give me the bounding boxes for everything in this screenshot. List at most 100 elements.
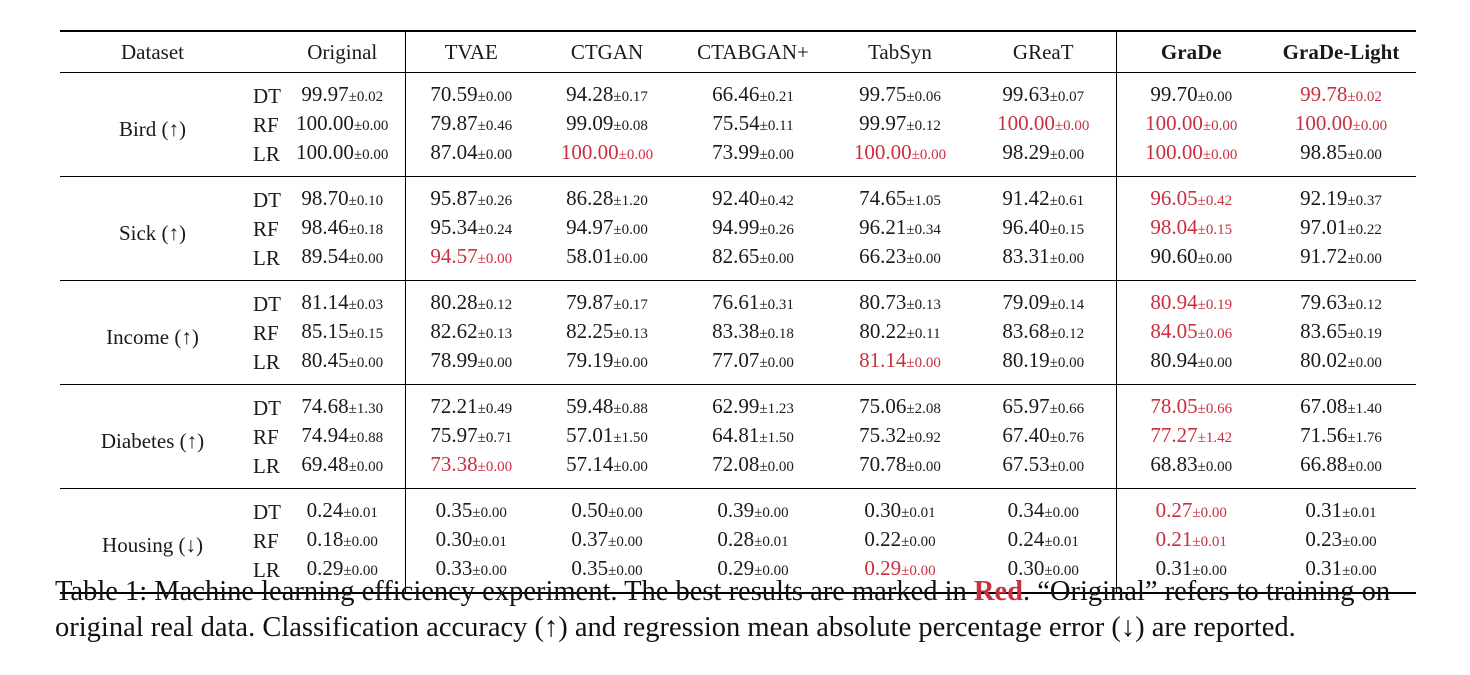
std-value: ±0.37 <box>1347 193 1382 209</box>
value-cell: 72.08±0.00 <box>677 451 829 489</box>
std-value: ±0.18 <box>348 222 384 238</box>
std-value: ±0.00 <box>1044 505 1079 521</box>
std-value: ±0.42 <box>1197 193 1233 209</box>
value-cell: 66.88±0.00 <box>1266 451 1416 489</box>
std-value: ±0.92 <box>906 430 941 446</box>
mean-value: 77.27 <box>1150 423 1198 447</box>
mean-value: 97.01 <box>1300 215 1348 239</box>
value-cell: 78.99±0.00 <box>404 347 537 385</box>
dataset-group: Housing (↓) DT 0.24±0.01 0.35±0.00 0.50±0.00… <box>60 488 1416 593</box>
method-label: DT <box>253 83 281 108</box>
value-cell: 0.50±0.00 <box>537 489 677 527</box>
mean-value: 80.94 <box>1150 290 1198 314</box>
mean-value: 76.61 <box>712 290 760 314</box>
value-cell: 82.62±0.13 <box>404 318 537 347</box>
mean-value: 95.34 <box>430 215 478 239</box>
std-value: ±0.00 <box>759 251 794 267</box>
mean-value: 74.68 <box>301 394 349 418</box>
value-cell: 100.00±0.00 <box>280 139 405 177</box>
std-value: ±0.22 <box>1347 222 1382 238</box>
mean-value: 100.00 <box>296 111 354 135</box>
method-label: DT <box>253 187 281 212</box>
mean-value: 91.72 <box>1300 244 1348 268</box>
std-value: ±0.00 <box>1197 355 1233 371</box>
std-value: ±0.49 <box>477 401 513 417</box>
value-cell: 0.35±0.00 <box>537 555 677 593</box>
std-value: ±0.07 <box>1049 89 1085 105</box>
mean-value: 0.21 <box>1155 527 1193 551</box>
value-cell: 74.94±0.88 <box>280 422 405 451</box>
std-value: ±0.00 <box>608 563 643 579</box>
mean-value: 0.35 <box>435 498 473 522</box>
value-cell: 59.48±0.88 <box>537 385 677 423</box>
value-cell: 99.75±0.06 <box>829 73 971 111</box>
value-cell: 0.30±0.00 <box>971 555 1116 593</box>
value-cell: 95.34±0.24 <box>404 214 537 243</box>
std-value: ±0.00 <box>343 563 378 579</box>
mean-value: 99.75 <box>859 82 907 106</box>
mean-value: 99.97 <box>859 111 907 135</box>
value-cell: 0.37±0.00 <box>537 526 677 555</box>
column-header-grade: GraDe <box>1115 31 1266 73</box>
table-row: RF 0.18±0.00 0.30±0.01 0.37±0.00 0.28±0.01 0.… <box>60 526 1416 555</box>
mean-value: 59.48 <box>566 394 614 418</box>
std-value: ±0.00 <box>1054 118 1090 134</box>
std-value: ±0.00 <box>348 251 384 267</box>
mean-value: 69.48 <box>301 452 349 476</box>
mean-value: 74.94 <box>301 423 349 447</box>
value-cell: 80.19±0.00 <box>971 347 1116 385</box>
mean-value: 70.78 <box>859 452 907 476</box>
std-value: ±1.50 <box>759 430 794 446</box>
value-cell: 76.61±0.31 <box>677 281 829 319</box>
mean-value: 98.70 <box>301 186 349 210</box>
value-cell: 58.01±0.00 <box>537 243 677 281</box>
value-cell: 77.27±1.42 <box>1115 422 1266 451</box>
value-cell: 0.27±0.00 <box>1115 488 1266 526</box>
mean-value: 0.35 <box>571 556 609 580</box>
std-value: ±0.11 <box>906 326 941 342</box>
std-value: ±0.00 <box>608 534 643 550</box>
mean-value: 99.97 <box>301 82 349 106</box>
value-cell: 85.15±0.15 <box>280 318 405 347</box>
mean-value: 98.04 <box>1150 215 1198 239</box>
std-value: ±0.00 <box>1342 563 1377 579</box>
value-cell: 96.21±0.34 <box>829 214 971 243</box>
std-value: ±0.21 <box>759 89 794 105</box>
std-value: ±1.40 <box>1347 401 1382 417</box>
method-label: RF <box>253 112 279 137</box>
value-cell: 0.35±0.00 <box>404 488 537 526</box>
mean-value: 99.70 <box>1150 82 1198 106</box>
std-value: ±0.00 <box>1049 459 1085 475</box>
std-value: ±0.17 <box>613 89 648 105</box>
dataset-group: Diabetes (↑) DT 74.68±1.30 72.21±0.49 59.48±… <box>60 384 1416 489</box>
column-header-great: GReaT <box>1012 39 1074 64</box>
value-cell: 79.87±0.17 <box>537 281 677 319</box>
std-value: ±0.00 <box>477 147 513 163</box>
std-value: ±0.00 <box>477 355 513 371</box>
mean-value: 75.97 <box>430 423 478 447</box>
std-value: ±0.00 <box>1347 251 1382 267</box>
std-value: ±0.17 <box>613 297 648 313</box>
std-value: ±0.12 <box>477 297 513 313</box>
mean-value: 78.99 <box>430 348 478 372</box>
std-value: ±0.00 <box>1049 355 1085 371</box>
value-cell: 84.05±0.06 <box>1115 318 1266 347</box>
value-cell: 0.34±0.00 <box>971 489 1116 527</box>
dataset-name: Diabetes (↑) <box>100 428 205 453</box>
column-header-dataset: Dataset <box>121 39 184 64</box>
value-cell: 98.70±0.10 <box>280 177 405 215</box>
results-table: Dataset Original TVAE CTGAN CTABGAN+ TabSyn GR… <box>60 30 1416 594</box>
mean-value: 57.01 <box>566 423 614 447</box>
method-label: RF <box>253 320 279 345</box>
mean-value: 96.05 <box>1150 186 1198 210</box>
mean-value: 80.45 <box>301 348 349 372</box>
dataset-name: Income (↑) <box>106 324 199 349</box>
std-value: ±1.50 <box>613 430 648 446</box>
value-cell: 79.87±0.46 <box>404 110 537 139</box>
std-value: ±0.00 <box>348 355 384 371</box>
dataset-group: Income (↑) DT 81.14±0.03 80.28±0.12 79.87±0.… <box>60 280 1416 385</box>
value-cell: 74.65±1.05 <box>829 177 971 215</box>
std-value: ±0.00 <box>353 147 389 163</box>
std-value: ±0.03 <box>348 297 384 313</box>
value-cell: 87.04±0.00 <box>404 139 537 177</box>
